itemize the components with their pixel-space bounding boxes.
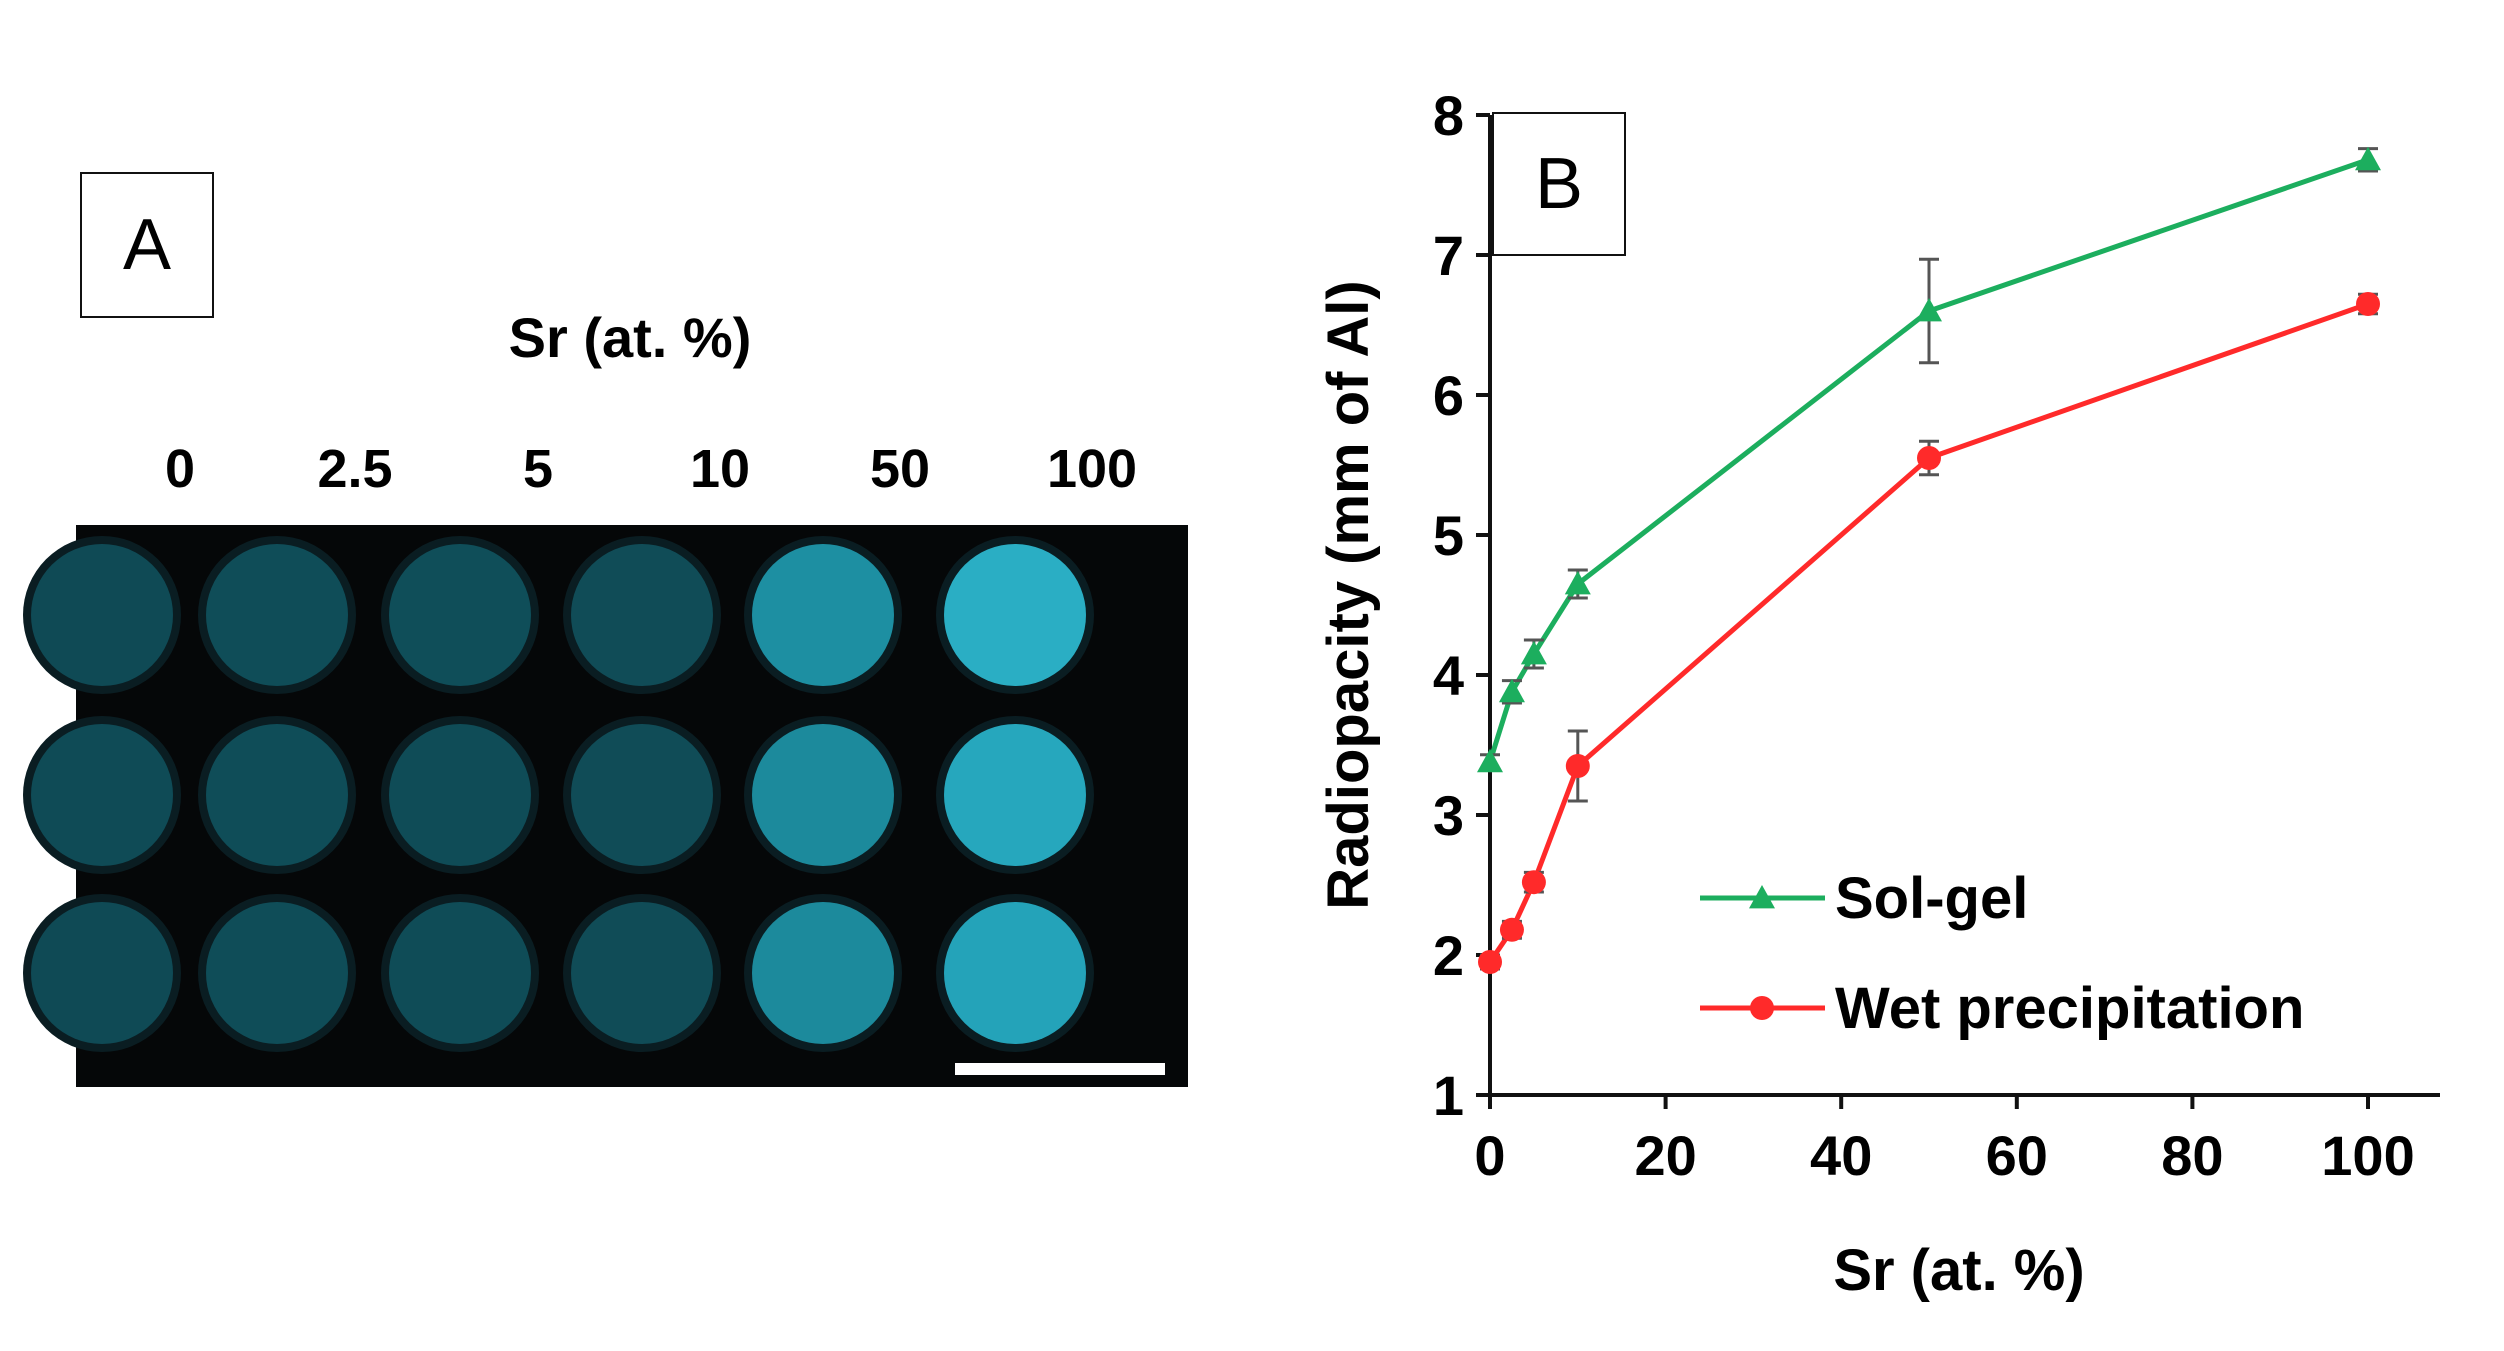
- x-tick-label: 40: [1810, 1124, 1872, 1187]
- well: [752, 724, 894, 866]
- data-point-marker: [1564, 571, 1591, 595]
- x-tick-label: 0: [1474, 1124, 1505, 1187]
- column-label: 50: [869, 439, 931, 499]
- well-plate-image: [31, 525, 1188, 1087]
- well: [31, 544, 173, 686]
- column-label: 2.5: [317, 439, 393, 499]
- series-line: [1487, 301, 2369, 964]
- data-point-marker: [1565, 754, 1590, 778]
- column-label: 10: [689, 439, 751, 499]
- panel-a-title: Sr (at. %): [508, 306, 752, 369]
- y-tick-label: 6: [1433, 364, 1464, 427]
- series-wet-precipitation: [1478, 292, 2380, 974]
- well: [752, 902, 894, 1044]
- column-label: 0: [164, 439, 196, 499]
- legend-label: Sol-gel: [1835, 866, 2028, 931]
- x-tick-label: 60: [1986, 1124, 2048, 1187]
- data-point-marker: [1477, 748, 1503, 773]
- data-point-marker: [1750, 996, 1774, 1020]
- well: [944, 724, 1086, 866]
- well: [206, 724, 348, 866]
- well: [31, 724, 173, 866]
- x-tick-label: 80: [2161, 1124, 2223, 1187]
- x-tick-label: 20: [1634, 1124, 1696, 1187]
- data-point-marker: [1521, 870, 1546, 895]
- data-point-marker: [1749, 885, 1775, 909]
- data-point-marker: [2355, 146, 2381, 171]
- well: [206, 544, 348, 686]
- y-tick-label: 7: [1433, 224, 1464, 287]
- column-label: 5: [522, 439, 554, 499]
- legend-label: Wet precipitation: [1835, 976, 2304, 1041]
- well: [752, 544, 894, 686]
- y-tick-label: 5: [1433, 504, 1464, 567]
- well: [944, 902, 1086, 1044]
- y-tick-label: 1: [1433, 1064, 1464, 1127]
- well: [389, 544, 531, 686]
- panel-b-label: B: [1492, 112, 1626, 256]
- column-label: 100: [1046, 439, 1138, 499]
- well: [389, 902, 531, 1044]
- y-tick-label: 8: [1433, 84, 1464, 147]
- data-point-marker: [1498, 678, 1525, 703]
- well: [571, 724, 713, 866]
- scale-bar: [955, 1063, 1165, 1075]
- well: [944, 544, 1086, 686]
- y-axis-label: Radiopacity (mm of Al): [1316, 280, 1381, 909]
- data-point-marker: [1478, 950, 1502, 974]
- y-tick-label: 3: [1433, 784, 1464, 847]
- well: [389, 724, 531, 866]
- well: [31, 902, 173, 1044]
- x-tick-label: 100: [2321, 1124, 2414, 1187]
- y-tick-label: 4: [1433, 644, 1464, 707]
- data-point-marker: [2356, 292, 2380, 316]
- data-point-marker: [1916, 298, 1942, 322]
- well: [571, 544, 713, 686]
- x-axis-label: Sr (at. %): [1833, 1238, 2084, 1303]
- well: [206, 902, 348, 1044]
- data-point-marker: [1499, 917, 1524, 942]
- well: [571, 902, 713, 1044]
- data-point-marker: [1917, 446, 1941, 470]
- panel-a-label: A: [80, 172, 214, 318]
- data-point-marker: [1520, 641, 1547, 665]
- y-tick-label: 2: [1433, 924, 1464, 987]
- series-sol-gel: [1477, 146, 2381, 773]
